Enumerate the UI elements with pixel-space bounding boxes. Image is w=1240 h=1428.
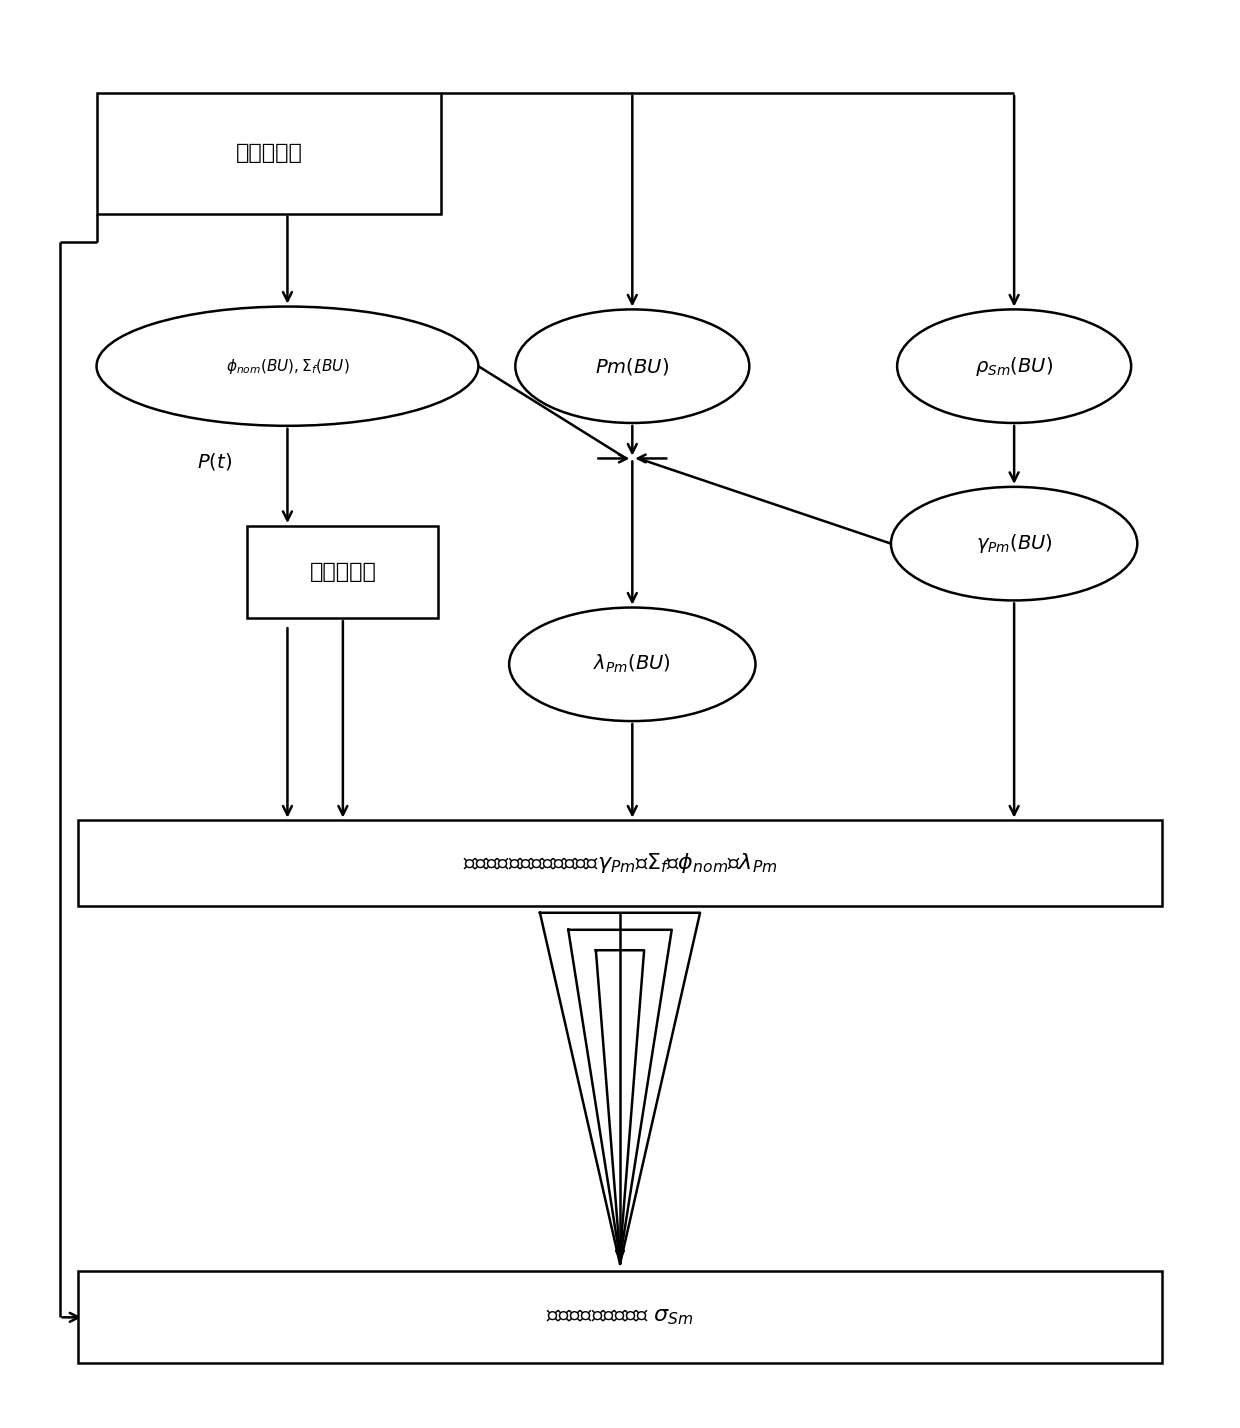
Text: $\rho_{Sm}(BU)$: $\rho_{Sm}(BU)$ <box>975 354 1053 377</box>
Ellipse shape <box>892 487 1137 600</box>
Text: $\lambda_{Pm}(BU)$: $\lambda_{Pm}(BU)$ <box>594 653 671 675</box>
FancyBboxPatch shape <box>78 1271 1162 1364</box>
Text: 燃耗生成器: 燃耗生成器 <box>310 563 376 583</box>
Text: $\phi_{nom}(BU), \Sigma_f(BU)$: $\phi_{nom}(BU), \Sigma_f(BU)$ <box>226 357 350 376</box>
Text: 运用最小二乘法求出 $\sigma_{Sm}$: 运用最小二乘法求出 $\sigma_{Sm}$ <box>546 1308 694 1328</box>
Text: $\gamma_{Pm}(BU)$: $\gamma_{Pm}(BU)$ <box>976 533 1053 555</box>
Text: 核设计软件: 核设计软件 <box>236 143 303 163</box>
Ellipse shape <box>897 310 1131 423</box>
Text: $Pm(BU)$: $Pm(BU)$ <box>595 356 670 377</box>
FancyBboxPatch shape <box>97 93 441 214</box>
FancyBboxPatch shape <box>248 526 438 618</box>
FancyBboxPatch shape <box>78 821 1162 905</box>
Ellipse shape <box>510 607 755 721</box>
Text: 运用燃耗的高阶多项式拟合$\gamma_{Pm}$、$\Sigma_f$、$\phi_{nom}$、$\lambda_{Pm}$: 运用燃耗的高阶多项式拟合$\gamma_{Pm}$、$\Sigma_f$、$\p… <box>463 851 777 875</box>
Ellipse shape <box>516 310 749 423</box>
Ellipse shape <box>97 307 479 426</box>
Text: $P(t)$: $P(t)$ <box>197 451 232 473</box>
